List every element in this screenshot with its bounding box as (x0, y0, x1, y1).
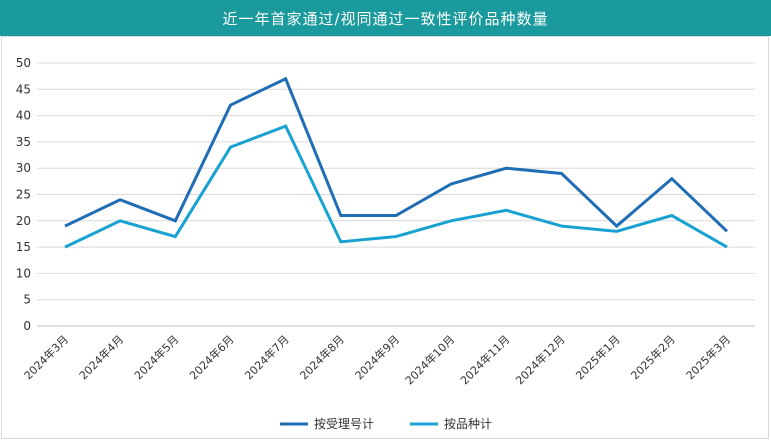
y-tick-label: 35 (16, 135, 31, 149)
y-tick-label: 45 (16, 82, 31, 96)
x-tick-label: 2024年4月 (76, 332, 126, 382)
y-tick-label: 25 (16, 188, 31, 202)
y-tick-label: 20 (16, 214, 31, 228)
chart-title: 近一年首家通过/视同通过一致性评价品种数量 (0, 0, 771, 36)
x-tick-label: 2024年12月 (512, 332, 567, 387)
x-tick-label: 2024年6月 (186, 332, 236, 382)
x-tick-label: 2024年8月 (297, 332, 347, 382)
y-tick-label: 10 (16, 266, 31, 280)
legend-label-2: 按品种计 (444, 417, 492, 431)
x-tick-label: 2024年9月 (352, 332, 402, 382)
y-tick-label: 50 (16, 56, 31, 70)
x-tick-label: 2025年3月 (683, 332, 733, 382)
y-tick-label: 15 (16, 240, 31, 254)
x-tick-label: 2025年2月 (628, 332, 678, 382)
y-tick-label: 30 (16, 161, 31, 175)
x-tick-label: 2024年3月 (21, 332, 71, 382)
y-tick-label: 0 (23, 319, 31, 333)
x-tick-label: 2024年5月 (131, 332, 181, 382)
legend-label-1: 按受理号计 (314, 417, 374, 431)
x-tick-label: 2024年11月 (457, 332, 512, 387)
series-line-1 (64, 76, 729, 233)
y-tick-label: 5 (23, 293, 31, 307)
y-tick-label: 40 (16, 109, 31, 123)
x-tick-label: 2025年1月 (573, 332, 623, 382)
x-tick-label: 2024年10月 (402, 332, 457, 387)
series-line-2 (64, 124, 728, 249)
x-tick-label: 2024年7月 (242, 332, 292, 382)
